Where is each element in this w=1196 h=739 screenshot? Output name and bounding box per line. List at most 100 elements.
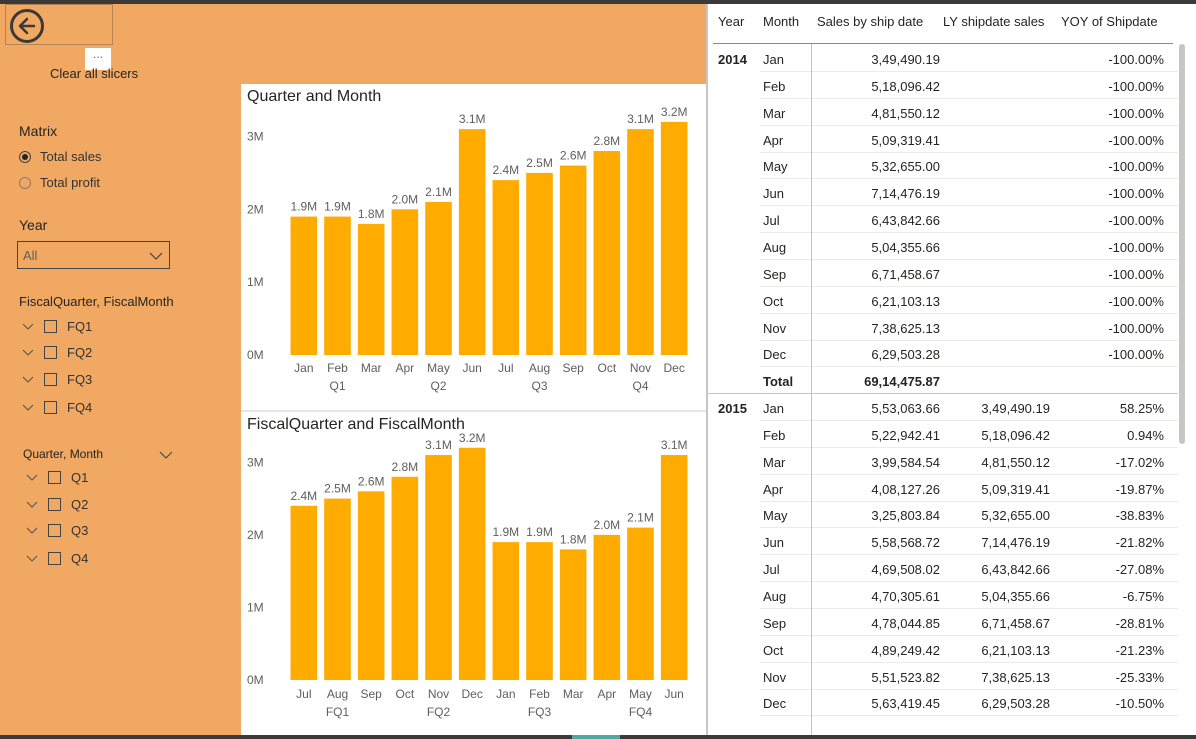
table-row[interactable]: Sep 4,78,044.85 6,71,458.67 -28.81% [708, 609, 1178, 636]
table-row[interactable]: 2014 Jan 3,49,490.19 -100.00% [708, 45, 1178, 72]
header-sales-by-ship-date[interactable]: Sales by ship date [817, 14, 924, 29]
bar[interactable] [425, 202, 452, 355]
checkbox[interactable] [44, 346, 57, 359]
bar[interactable] [458, 447, 486, 680]
bar[interactable] [290, 505, 318, 680]
chevron-down-icon[interactable] [26, 470, 38, 485]
table-row[interactable]: Apr 4,08,127.26 5,09,319.41 -19.87% [708, 475, 1178, 502]
quarter-item-q3[interactable]: Q3 [26, 523, 88, 538]
bar[interactable] [593, 534, 621, 680]
cell-sales: 7,38,625.13 [871, 320, 940, 336]
bar[interactable] [627, 527, 654, 680]
bar[interactable] [492, 542, 520, 680]
data-label: 3.1M [459, 112, 486, 126]
table-row[interactable]: Sep 6,71,458.67 -100.00% [708, 260, 1178, 287]
fiscal-item-fq3[interactable]: FQ3 [22, 372, 92, 387]
quarter-item-q2[interactable]: Q2 [26, 497, 88, 512]
table-row[interactable]: Jun 7,14,476.19 -100.00% [708, 179, 1178, 207]
cell-month: Apr [763, 132, 784, 148]
table-row[interactable]: Feb 5,22,942.41 5,18,096.42 0.94% [708, 421, 1178, 448]
bar[interactable] [458, 129, 486, 355]
bar[interactable] [526, 172, 553, 355]
clear-all-slicers-button[interactable]: Clear all slicers [50, 66, 139, 81]
bar[interactable] [593, 151, 621, 355]
table-row[interactable]: Feb 5,18,096.42 -100.00% [708, 72, 1178, 99]
bar[interactable] [324, 216, 351, 355]
table-row[interactable]: Jun 5,58,568.72 7,14,476.19 -21.82% [708, 528, 1178, 556]
bar[interactable] [627, 129, 654, 355]
checkbox[interactable] [44, 320, 57, 333]
bar[interactable] [324, 498, 351, 680]
fiscal-item-fq1[interactable]: FQ1 [22, 319, 92, 334]
fiscal-item-fq2[interactable]: FQ2 [22, 345, 92, 360]
bar[interactable] [559, 165, 587, 355]
chevron-down-icon[interactable] [22, 372, 34, 387]
slicer-panel: ... Clear all slicers Matrix Total sales… [0, 4, 241, 735]
chevron-down-icon[interactable] [22, 400, 34, 415]
data-label: 1.9M [492, 525, 519, 539]
table-row[interactable]: Jul 4,69,508.02 6,43,842.66 -27.08% [708, 555, 1178, 583]
table-row[interactable]: Aug 4,70,305.61 5,04,355.66 -6.75% [708, 582, 1178, 609]
table-row[interactable]: Aug 5,04,355.66 -100.00% [708, 233, 1178, 260]
bar[interactable] [290, 216, 318, 355]
bar[interactable] [425, 455, 452, 680]
chart-fiscal-quarter-month[interactable]: FiscalQuarter and FiscalMonth 0M 1M 2M 3M 2.… [241, 412, 706, 735]
cell-month: Feb [763, 78, 786, 94]
bar[interactable] [357, 491, 385, 680]
table-row[interactable]: Oct 6,21,103.13 -100.00% [708, 287, 1178, 314]
header-year[interactable]: Year [718, 14, 745, 29]
bar[interactable] [526, 542, 553, 680]
bar[interactable] [492, 180, 520, 355]
table-row[interactable]: Apr 5,09,319.41 -100.00% [708, 126, 1178, 153]
chevron-down-icon[interactable] [26, 551, 38, 566]
table-row[interactable]: May 5,32,655.00 -100.00% [708, 152, 1178, 180]
checkbox[interactable] [48, 471, 61, 484]
table-row[interactable]: Dec 6,29,503.28 -100.00% [708, 340, 1178, 368]
page-tab-indicator[interactable] [572, 735, 620, 739]
year-dropdown[interactable]: All [17, 241, 170, 269]
table-row[interactable]: Nov 7,38,625.13 -100.00% [708, 314, 1178, 341]
table-row[interactable]: Jul 6,43,842.66 -100.00% [708, 206, 1178, 234]
chevron-down-icon[interactable] [22, 345, 34, 360]
chevron-down-icon[interactable] [22, 319, 34, 334]
chevron-down-icon[interactable] [26, 497, 38, 512]
checkbox[interactable] [48, 498, 61, 511]
cell-sales: 3,49,490.19 [871, 52, 940, 67]
chart-quarter-month[interactable]: Quarter and Month 0M 1M 2M 3M 1.9M Jan 1.9M Feb… [241, 84, 706, 410]
table-row[interactable]: Oct 4,89,249.42 6,21,103.13 -21.23% [708, 636, 1178, 663]
bar[interactable] [391, 476, 419, 680]
table-row[interactable]: Mar 4,81,550.12 -100.00% [708, 99, 1178, 126]
header-month[interactable]: Month [763, 14, 800, 29]
fiscal-item-fq4[interactable]: FQ4 [22, 400, 92, 415]
bar[interactable] [660, 121, 688, 355]
table-row[interactable]: May 3,25,803.84 5,32,655.00 -38.83% [708, 501, 1178, 529]
radio-total-profit[interactable]: Total profit [19, 175, 100, 190]
bar[interactable] [391, 209, 419, 355]
bar[interactable] [660, 455, 688, 680]
checkbox[interactable] [44, 373, 57, 386]
row-separator [760, 581, 1178, 583]
table-row[interactable]: Dec 5,63,419.45 6,29,503.28 -10.50% [708, 689, 1178, 717]
quarter-item-q4[interactable]: Q4 [26, 551, 88, 566]
checkbox[interactable] [48, 524, 61, 537]
scrollbar[interactable] [1179, 44, 1185, 444]
back-button[interactable] [5, 4, 113, 45]
radio-total-sales[interactable]: Total sales [19, 149, 101, 164]
header-yoy-of-shipdate[interactable]: YOY of Shipdate [1061, 14, 1158, 29]
chevron-down-icon[interactable] [26, 523, 38, 538]
quarter-item-q1[interactable]: Q1 [26, 470, 88, 485]
row-separator [760, 473, 1178, 475]
checkbox[interactable] [44, 401, 57, 414]
cell-sales: 69,14,475.87 [864, 374, 940, 390]
table-row[interactable]: Mar 3,99,584.54 4,81,550.12 -17.02% [708, 448, 1178, 475]
chevron-down-icon[interactable] [159, 447, 173, 465]
table-row[interactable]: 2015 Jan 5,53,063.66 3,49,490.19 58.25% [708, 394, 1178, 422]
table-total-row[interactable]: Total 69,14,475.87 [708, 367, 1178, 395]
checkbox[interactable] [48, 552, 61, 565]
header-ly-shipdate-sales[interactable]: LY shipdate sales [943, 14, 1045, 29]
bar[interactable] [357, 223, 385, 355]
sales-matrix[interactable]: Year Month Sales by ship date LY shipdat… [708, 4, 1196, 735]
more-options-icon[interactable]: ... [85, 48, 111, 70]
bar[interactable] [559, 549, 587, 680]
table-row[interactable]: Nov 5,51,523.82 7,38,625.13 -25.33% [708, 663, 1178, 690]
